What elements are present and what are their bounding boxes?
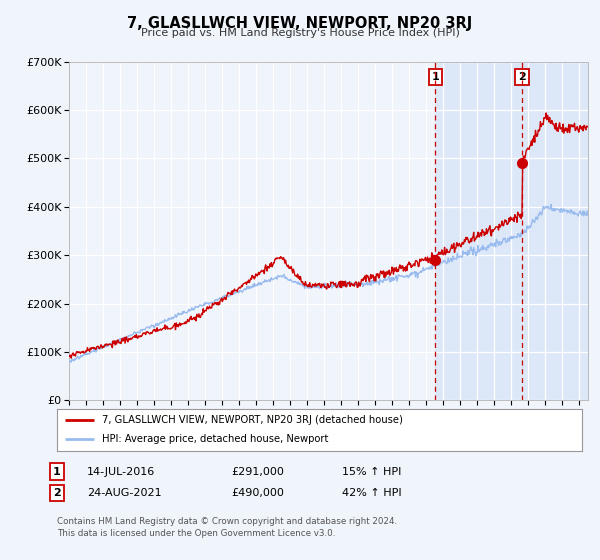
Text: 1: 1 xyxy=(431,72,439,82)
Text: This data is licensed under the Open Government Licence v3.0.: This data is licensed under the Open Gov… xyxy=(57,529,335,538)
Text: 24-AUG-2021: 24-AUG-2021 xyxy=(87,488,161,498)
Text: 7, GLASLLWCH VIEW, NEWPORT, NP20 3RJ (detached house): 7, GLASLLWCH VIEW, NEWPORT, NP20 3RJ (de… xyxy=(101,415,403,425)
Text: £291,000: £291,000 xyxy=(231,466,284,477)
Text: 7, GLASLLWCH VIEW, NEWPORT, NP20 3RJ: 7, GLASLLWCH VIEW, NEWPORT, NP20 3RJ xyxy=(127,16,473,31)
Text: Price paid vs. HM Land Registry's House Price Index (HPI): Price paid vs. HM Land Registry's House … xyxy=(140,28,460,38)
Text: £490,000: £490,000 xyxy=(231,488,284,498)
Bar xyxy=(436,62,588,400)
Text: 15% ↑ HPI: 15% ↑ HPI xyxy=(342,466,401,477)
Text: Contains HM Land Registry data © Crown copyright and database right 2024.: Contains HM Land Registry data © Crown c… xyxy=(57,517,397,526)
Text: 2: 2 xyxy=(53,488,61,498)
Text: 14-JUL-2016: 14-JUL-2016 xyxy=(87,466,155,477)
Text: 42% ↑ HPI: 42% ↑ HPI xyxy=(342,488,401,498)
Text: 2: 2 xyxy=(518,72,526,82)
Text: 1: 1 xyxy=(53,466,61,477)
Text: HPI: Average price, detached house, Newport: HPI: Average price, detached house, Newp… xyxy=(101,435,328,445)
